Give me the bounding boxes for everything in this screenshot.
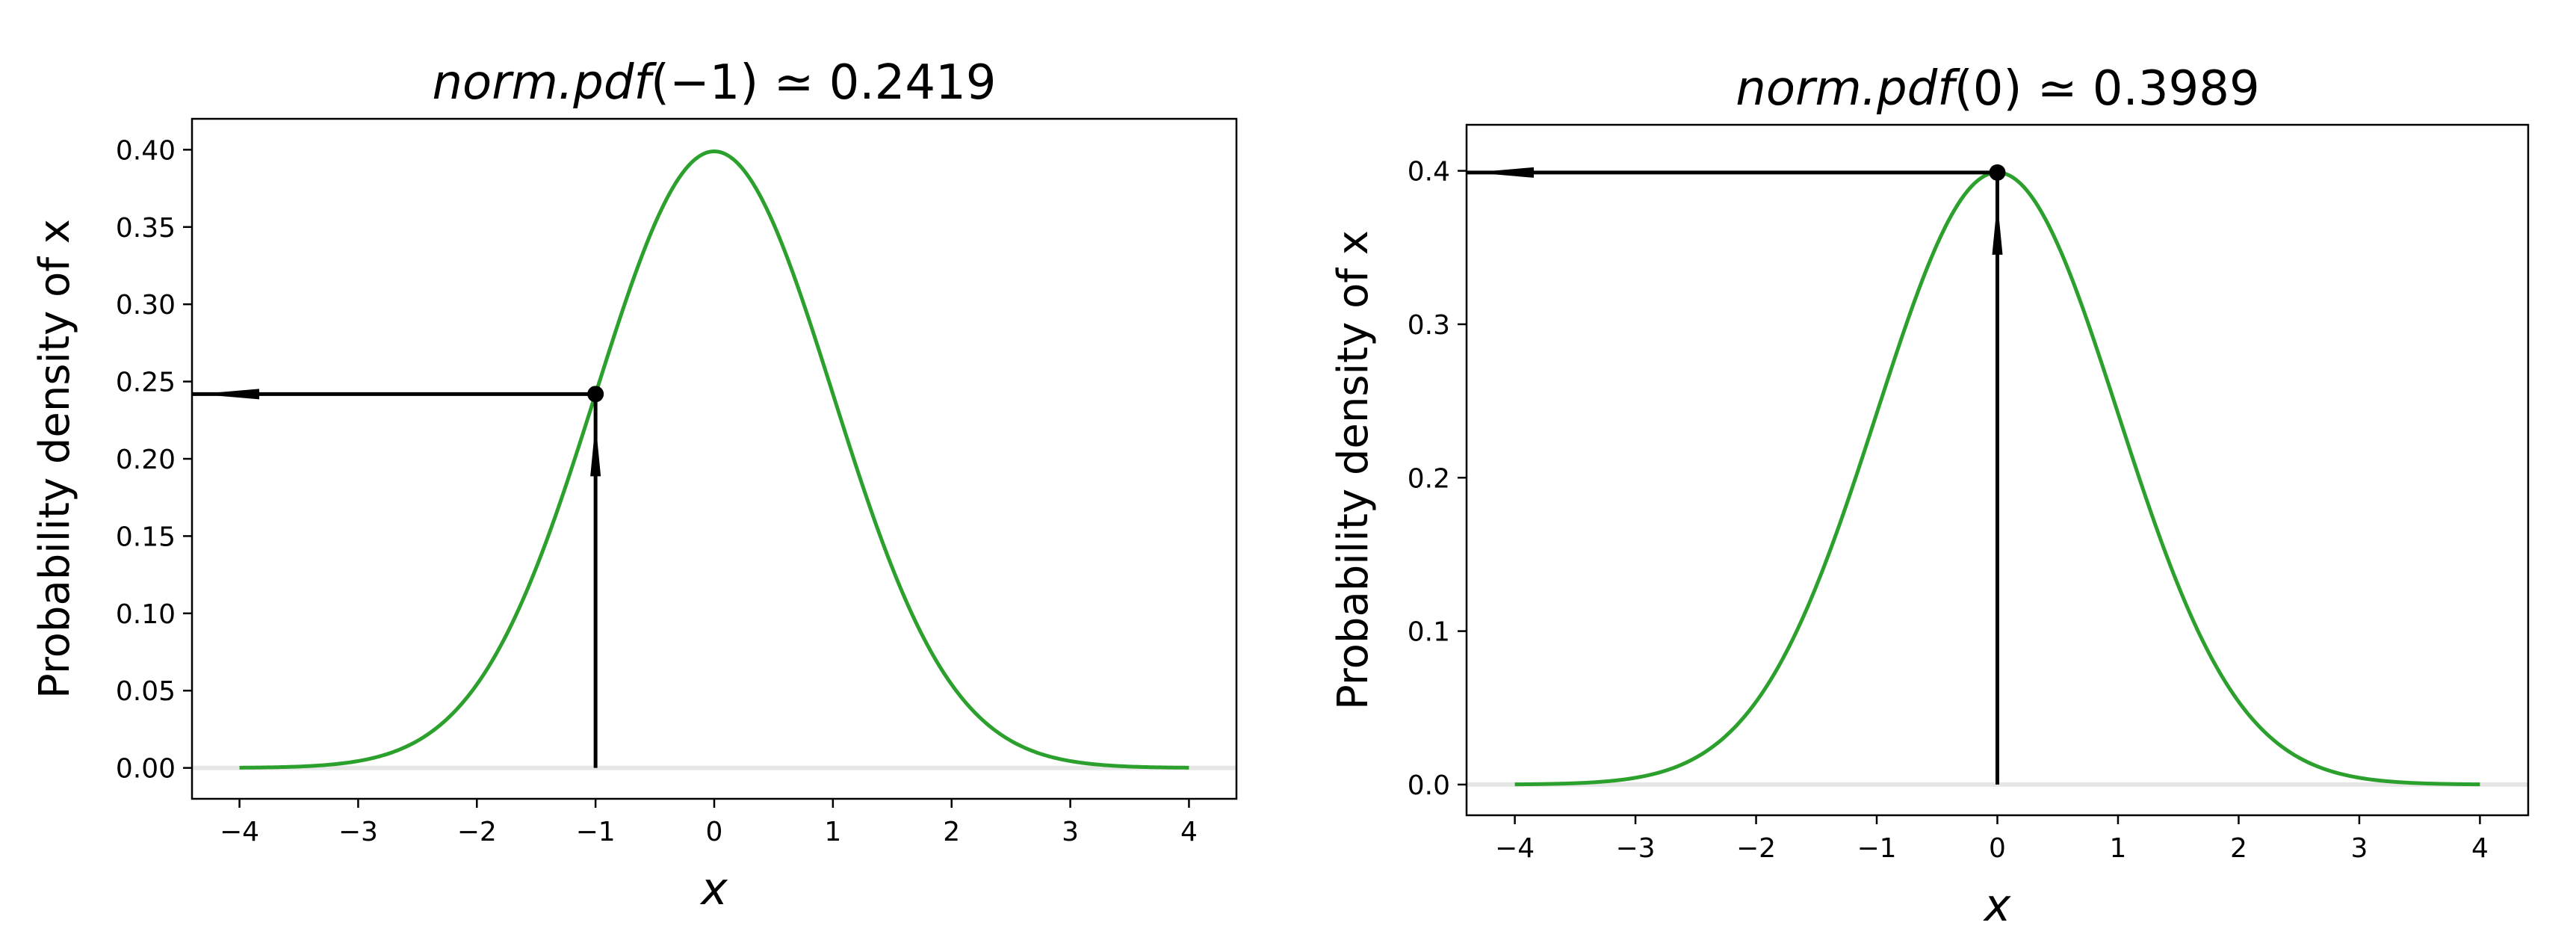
pdf-curve — [239, 149, 1189, 770]
chart-right: −4 −3 −2 −1 0 1 2 3 4 0.0 0.1 0.2 0.3 0.4 norm.pdf(0) … — [1329, 61, 2530, 932]
y-tick-label: 0.10 — [116, 599, 176, 630]
x-tick-label: −1 — [576, 817, 616, 847]
arrow-up — [590, 400, 601, 768]
value-marker — [587, 386, 604, 403]
x-tick-label: 1 — [824, 817, 841, 847]
arrow-left — [1467, 167, 1998, 178]
x-tick-label: 2 — [2230, 833, 2247, 864]
value-marker — [1989, 164, 2006, 181]
x-tick-label: −2 — [457, 817, 497, 847]
arrow-head — [198, 389, 259, 400]
x-axis-label: x — [699, 863, 728, 915]
x-tick-label: −4 — [1495, 833, 1535, 864]
y-tick-label: 0.3 — [1408, 310, 1450, 341]
arrow-head — [590, 422, 601, 477]
y-tick-label: 0.30 — [116, 290, 176, 321]
x-tick-label: 3 — [2350, 833, 2368, 864]
arrow-up — [1992, 178, 2003, 785]
x-tick-label: 0 — [706, 817, 723, 847]
y-tick-label: 0.00 — [116, 754, 176, 785]
x-tick-label: 4 — [2471, 833, 2489, 864]
y-tick-label: 0.2 — [1408, 463, 1450, 494]
chart-title-function: norm.pdf — [1736, 61, 1960, 117]
arrow-left — [192, 389, 596, 400]
y-tick-label: 0.0 — [1408, 770, 1450, 801]
x-tick-label: −3 — [338, 817, 378, 847]
y-tick-label: 0.05 — [116, 676, 176, 707]
arrow-head — [1473, 167, 1534, 178]
chart-left: −4 −3 −2 −1 0 1 2 3 4 0.00 0.05 0.10 0.15 0.20 0.25 0.3… — [31, 55, 1238, 915]
chart-title-value: (−1) ≃ 0.2419 — [651, 55, 997, 111]
y-tick-label: 0.4 — [1408, 157, 1450, 188]
chart-title: norm.pdf(0) ≃ 0.3989 — [1736, 61, 2259, 117]
plot-frame — [191, 117, 1238, 800]
y-axis-label: Probability density of x — [1329, 230, 1378, 710]
arrow-head — [1992, 200, 2003, 255]
y-axis-label: Probability density of x — [31, 219, 79, 699]
y-tick-label: 0.40 — [116, 135, 176, 166]
y-tick-label: 0.15 — [116, 522, 176, 552]
x-tick-label: 1 — [2110, 833, 2127, 864]
x-tick-label: −4 — [220, 817, 259, 847]
y-tick-label: 0.1 — [1408, 617, 1450, 648]
x-axis-label: x — [1983, 880, 2011, 932]
x-tick-label: −3 — [1616, 833, 1656, 864]
x-tick-label: −2 — [1736, 833, 1776, 864]
x-tick-label: 2 — [943, 817, 960, 847]
x-tick-label: 0 — [1989, 833, 2006, 864]
x-tick-label: −1 — [1857, 833, 1896, 864]
y-tick-label: 0.35 — [116, 213, 176, 244]
x-tick-label: 3 — [1062, 817, 1079, 847]
y-tick-label: 0.25 — [116, 368, 176, 398]
chart-title-function: norm.pdf — [432, 55, 657, 111]
y-tick-label: 0.20 — [116, 445, 176, 475]
x-tick-label: 4 — [1180, 817, 1198, 847]
chart-title: norm.pdf(−1) ≃ 0.2419 — [432, 55, 996, 111]
chart-title-value: (0) ≃ 0.3989 — [1954, 61, 2260, 117]
